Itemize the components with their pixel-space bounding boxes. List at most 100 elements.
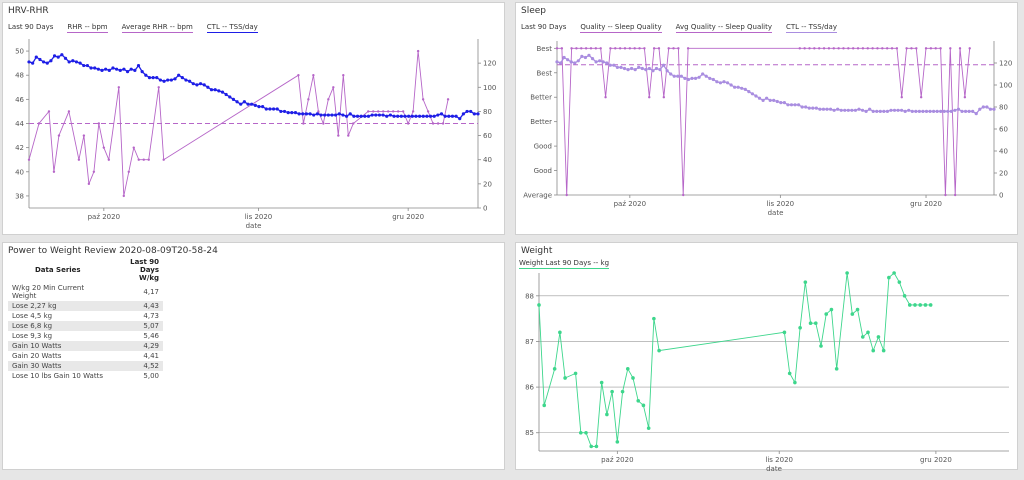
- data-point: [57, 134, 61, 137]
- data-point: [902, 294, 907, 298]
- data-point: [250, 102, 254, 106]
- legend-item-average-rhr[interactable]: Average RHR -- bpm: [121, 23, 193, 33]
- data-point: [856, 47, 860, 50]
- data-point: [102, 146, 106, 149]
- data-point: [636, 398, 641, 403]
- data-point: [804, 105, 808, 109]
- data-point: [918, 303, 923, 307]
- row-value: 4,29: [107, 341, 163, 351]
- data-point: [796, 103, 801, 107]
- data-point: [56, 55, 60, 59]
- data-point: [355, 114, 360, 118]
- data-point: [377, 110, 380, 113]
- data-point: [391, 110, 395, 113]
- data-point: [935, 109, 939, 113]
- data-point: [180, 76, 184, 80]
- legend-item-quality[interactable]: Quality -- Sleep Quality: [580, 23, 662, 33]
- data-point: [821, 107, 826, 111]
- data-point: [565, 193, 568, 197]
- y-tick-label-right: 60: [999, 126, 1008, 134]
- y-tick-label-left: 46: [15, 96, 24, 104]
- data-point: [428, 114, 433, 118]
- data-point: [414, 114, 418, 118]
- y-tick-label-right: 100: [483, 84, 496, 92]
- data-point: [628, 47, 632, 50]
- data-point: [341, 113, 345, 117]
- data-point: [469, 109, 473, 114]
- data-point: [407, 114, 411, 118]
- data-point: [206, 85, 210, 89]
- data-point: [924, 109, 929, 113]
- data-point: [679, 74, 683, 78]
- data-point: [793, 103, 797, 107]
- data-point: [589, 47, 593, 50]
- data-point: [209, 88, 214, 92]
- data-point: [396, 114, 400, 118]
- data-point: [555, 47, 559, 50]
- data-point: [725, 81, 730, 85]
- x-tick-label: paź 2020: [614, 200, 646, 208]
- data-point: [555, 60, 559, 64]
- data-point: [946, 109, 950, 113]
- legend-item-ctl[interactable]: CTL -- TSS/day: [786, 23, 837, 33]
- data-point: [411, 110, 415, 113]
- data-point: [715, 80, 719, 84]
- data-point: [768, 98, 772, 102]
- data-point: [963, 109, 968, 113]
- data-point: [147, 158, 150, 161]
- data-point: [594, 444, 599, 449]
- data-point: [786, 103, 790, 107]
- data-point: [701, 72, 705, 76]
- data-point: [949, 47, 952, 50]
- data-point: [228, 95, 232, 99]
- legend-item-ctl[interactable]: CTL -- TSS/day: [206, 23, 258, 33]
- legend-item-rhr[interactable]: RHR -- bpm: [67, 23, 108, 33]
- legend-item-avg-quality[interactable]: Avg Quality -- Sleep Quality: [675, 23, 773, 33]
- data-point: [264, 107, 268, 111]
- data-point: [319, 113, 323, 117]
- data-point: [578, 430, 583, 435]
- data-point: [96, 67, 100, 71]
- hrv-rhr-chart: 38 40 42 44 46 48 50 0 20 40 60 80 100 120 paź 2020 lis…: [15, 39, 496, 230]
- data-point: [590, 57, 595, 61]
- data-point: [860, 108, 865, 112]
- data-point: [52, 54, 57, 58]
- data-point: [34, 55, 38, 59]
- data-point: [60, 53, 64, 57]
- row-label: Lose 10 lbs Gain 10 Watts: [12, 372, 103, 380]
- data-point: [107, 158, 111, 161]
- data-point: [638, 47, 641, 50]
- data-point: [235, 100, 239, 104]
- y-tick-label-left: 44: [15, 120, 24, 128]
- data-point: [447, 114, 451, 118]
- row-label: Lose 6,8 kg: [8, 321, 108, 331]
- data-point: [290, 111, 294, 115]
- data-point: [157, 86, 160, 89]
- data-point: [82, 134, 86, 137]
- data-point: [323, 113, 327, 117]
- y-tick-label-left: 86: [525, 384, 534, 392]
- data-point: [416, 49, 420, 53]
- data-point: [580, 54, 584, 59]
- data-point: [733, 85, 737, 89]
- data-point: [381, 113, 385, 117]
- data-point: [866, 47, 869, 50]
- data-point: [828, 107, 833, 111]
- data-point: [271, 107, 276, 111]
- data-point: [118, 68, 122, 72]
- data-point: [878, 109, 882, 113]
- data-point: [458, 117, 462, 121]
- data-point: [115, 67, 119, 71]
- legend-item-weight[interactable]: Weight Last 90 Days -- kg: [519, 259, 610, 269]
- data-point: [868, 107, 872, 111]
- data-point: [747, 90, 751, 94]
- data-point: [949, 109, 953, 113]
- data-point: [587, 53, 591, 57]
- y-tick-label-left: 38: [15, 192, 24, 200]
- data-point: [643, 47, 646, 50]
- data-point: [202, 83, 206, 87]
- data-point: [27, 158, 31, 161]
- data-point: [293, 111, 298, 115]
- y-tick-label-left: 85: [525, 429, 534, 437]
- data-point: [798, 325, 802, 330]
